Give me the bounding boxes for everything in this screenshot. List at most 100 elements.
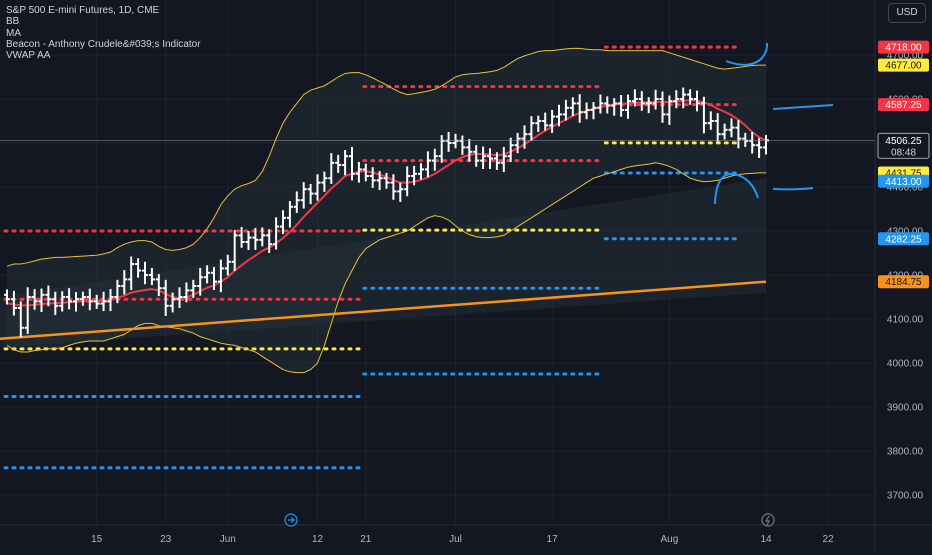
ohlc-bar[interactable] — [17, 301, 24, 338]
ohlc-bar[interactable] — [128, 256, 135, 290]
ohlc-bar[interactable] — [176, 287, 183, 308]
ohlc-bar[interactable] — [204, 265, 211, 284]
drawing-line-low[interactable] — [772, 187, 814, 191]
ohlc-bar[interactable] — [473, 145, 480, 167]
ohlc-bar[interactable] — [286, 201, 293, 228]
ohlc-bar[interactable] — [142, 261, 148, 285]
ohlc-bar[interactable] — [183, 282, 190, 303]
ohlc-bar[interactable] — [349, 146, 355, 181]
ohlc-bar[interactable] — [418, 163, 424, 180]
legend-ma[interactable]: MA — [6, 27, 21, 39]
ohlc-bar[interactable] — [293, 191, 300, 213]
ohlc-bar[interactable] — [480, 146, 487, 169]
ohlc-bar[interactable] — [300, 182, 307, 209]
ohlc-bar[interactable] — [431, 148, 438, 171]
ohlc-bar[interactable] — [10, 290, 17, 316]
ohlc-bar[interactable] — [680, 87, 687, 109]
ohlc-bar[interactable] — [556, 104, 562, 127]
ohlc-bar[interactable] — [31, 289, 38, 310]
ohlc-bar[interactable] — [666, 95, 673, 125]
ohlc-bar[interactable] — [700, 96, 707, 134]
ohlc-bar[interactable] — [404, 166, 411, 197]
ohlc-bar[interactable] — [714, 113, 721, 143]
drawing-line-mid[interactable] — [772, 104, 834, 110]
symbol-title[interactable]: S&P 500 E-mini Futures, 1D, CME — [6, 5, 160, 16]
ohlc-bar[interactable] — [583, 102, 590, 120]
ohlc-bar[interactable] — [397, 182, 404, 202]
event-marker-icon[interactable] — [284, 513, 298, 527]
ohlc-bar[interactable] — [86, 288, 93, 311]
ohlc-bar[interactable] — [611, 98, 618, 116]
ohlc-bar[interactable] — [342, 150, 349, 176]
ohlc-bar[interactable] — [645, 97, 652, 114]
ohlc-bar[interactable] — [231, 230, 238, 272]
ohlc-bar[interactable] — [749, 132, 756, 154]
ohlc-bar[interactable] — [728, 118, 735, 138]
ohlc-bar[interactable] — [528, 116, 535, 141]
ohlc-bar[interactable] — [321, 171, 328, 192]
ohlc-bar[interactable] — [542, 112, 549, 131]
ohlc-bar[interactable] — [424, 151, 431, 178]
ohlc-bar[interactable] — [45, 285, 52, 307]
ohlc-bar[interactable] — [190, 279, 197, 298]
ohlc-bar[interactable] — [383, 172, 390, 189]
ohlc-bar[interactable] — [197, 267, 204, 296]
ohlc-bar[interactable] — [411, 165, 418, 186]
ohlc-bar[interactable] — [79, 291, 86, 306]
ohlc-bar[interactable] — [576, 94, 583, 123]
ohlc-bar[interactable] — [328, 153, 335, 184]
ohlc-bar[interactable] — [148, 267, 155, 286]
currency-button[interactable]: USD — [888, 3, 926, 23]
ohlc-bar[interactable] — [211, 267, 217, 290]
ohlc-bar[interactable] — [169, 292, 176, 313]
ohlc-bar[interactable] — [245, 231, 252, 250]
ohlc-bar[interactable] — [38, 288, 45, 312]
ohlc-bar[interactable] — [687, 89, 694, 105]
ohlc-bar[interactable] — [562, 99, 569, 121]
ohlc-bar[interactable] — [604, 96, 611, 114]
ohlc-bar[interactable] — [452, 133, 459, 149]
drawing-arc-bottom[interactable] — [714, 172, 759, 205]
ohlc-bar[interactable] — [4, 289, 10, 305]
ohlc-bar[interactable] — [273, 217, 280, 250]
ohlc-bar[interactable] — [445, 132, 452, 152]
ohlc-bar[interactable] — [24, 287, 31, 334]
legend-beacon[interactable]: Beacon - Anthony Crudele&#039;s Indicato… — [6, 38, 201, 50]
ohlc-bar[interactable] — [514, 132, 521, 154]
ohlc-bar[interactable] — [742, 132, 749, 147]
ohlc-bar[interactable] — [155, 274, 162, 297]
ohlc-bar[interactable] — [438, 135, 445, 163]
ohlc-bar[interactable] — [335, 154, 342, 173]
ohlc-bar[interactable] — [507, 137, 514, 162]
ohlc-bar[interactable] — [93, 294, 100, 309]
ohlc-bar[interactable] — [114, 279, 121, 304]
ohlc-bar[interactable] — [493, 152, 500, 170]
ohlc-bar[interactable] — [625, 94, 631, 119]
drawing-arc-top[interactable] — [725, 42, 769, 66]
ohlc-bar[interactable] — [66, 288, 73, 310]
ohlc-bar[interactable] — [224, 254, 231, 276]
ohlc-bar[interactable] — [652, 89, 659, 110]
ohlc-bar[interactable] — [259, 227, 266, 247]
ohlc-bar[interactable] — [694, 90, 700, 112]
ohlc-bar[interactable] — [107, 289, 114, 312]
ohlc-bar[interactable] — [735, 120, 742, 149]
ohlc-bar[interactable] — [673, 90, 680, 109]
ohlc-bar[interactable] — [500, 146, 507, 173]
ohlc-bar[interactable] — [466, 139, 473, 162]
ohlc-bar[interactable] — [638, 91, 645, 111]
ohlc-bar[interactable] — [162, 279, 169, 316]
ohlc-bar[interactable] — [597, 94, 604, 114]
ohlc-bar[interactable] — [756, 138, 763, 158]
ohlc-bar[interactable] — [390, 174, 397, 200]
ohlc-bar[interactable] — [569, 97, 576, 117]
ohlc-bar[interactable] — [280, 210, 286, 235]
ohlc-bar[interactable] — [217, 259, 224, 293]
ohlc-bar[interactable] — [121, 270, 128, 295]
ohlc-bar[interactable] — [252, 227, 259, 250]
ohlc-bar[interactable] — [521, 125, 528, 149]
ohlc-bar[interactable] — [73, 292, 79, 312]
ohlc-bar[interactable] — [307, 183, 314, 205]
ohlc-bar[interactable] — [314, 174, 321, 201]
